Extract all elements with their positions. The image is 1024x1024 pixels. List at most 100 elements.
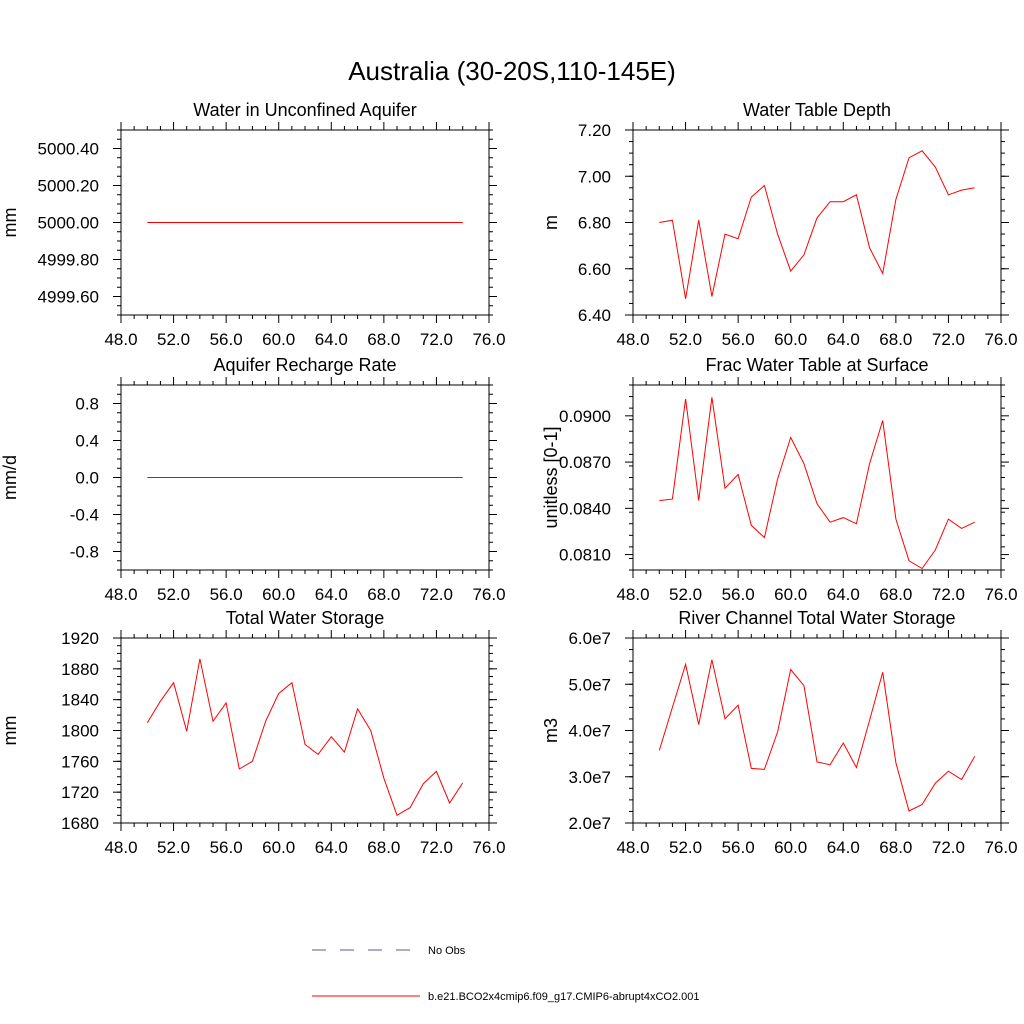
chart-panel-3: Aquifer Recharge Rate 48.0 52.0 56.0 60.0 64.… bbox=[0, 355, 506, 604]
y-axis-label: m bbox=[541, 215, 561, 230]
x-tick-label: 48.0 bbox=[616, 838, 649, 857]
series-line bbox=[146, 658, 464, 817]
x-tick-label: 48.0 bbox=[104, 330, 137, 349]
y-tick-label: -0.8 bbox=[70, 543, 99, 562]
y-tick-label: 0.4 bbox=[75, 432, 99, 451]
x-tick-label: 76.0 bbox=[472, 585, 505, 604]
y-tick-label: 7.00 bbox=[578, 167, 611, 186]
y-axis-label: mm bbox=[0, 716, 20, 746]
x-tick-label: 52.0 bbox=[157, 838, 190, 857]
plot-frame bbox=[632, 384, 1002, 571]
x-tick-label: 68.0 bbox=[879, 330, 912, 349]
y-tick-label: 4999.80 bbox=[38, 251, 99, 270]
legend-label-model-run: b.e21.BCO2x4cmip6.f09_g17.CMIP6-abrupt4x… bbox=[428, 991, 700, 1003]
y-tick-label: 1920 bbox=[61, 629, 99, 648]
x-tick-label: 64.0 bbox=[827, 838, 860, 857]
y-tick-label: 6.80 bbox=[578, 214, 611, 233]
y-tick-label: 4.0e7 bbox=[568, 722, 611, 741]
y-tick-label: 0.0840 bbox=[559, 499, 611, 518]
y-tick-label: 5000.20 bbox=[38, 177, 99, 196]
x-tick-label: 52.0 bbox=[669, 585, 702, 604]
y-tick-label: 0.0870 bbox=[559, 453, 611, 472]
y-tick-label: 6.40 bbox=[578, 306, 611, 325]
x-tick-label: 72.0 bbox=[420, 330, 453, 349]
legend: No Obs b.e21.BCO2x4cmip6.f09_g17.CMIP6-a… bbox=[312, 945, 700, 1003]
x-tick-label: 60.0 bbox=[262, 585, 295, 604]
x-tick-label: 48.0 bbox=[104, 838, 137, 857]
legend-label-no-obs: No Obs bbox=[428, 945, 466, 957]
x-tick-label: 56.0 bbox=[210, 838, 243, 857]
y-tick-label: 1840 bbox=[61, 691, 99, 710]
chart-title: Total Water Storage bbox=[226, 608, 384, 628]
chart-panel-2: Water Table Depth 48.0 52.0 56.0 60.0 64.0 68.… bbox=[541, 100, 1018, 349]
x-tick-label: 60.0 bbox=[774, 585, 807, 604]
plot-frame bbox=[632, 637, 1002, 824]
y-tick-label: 0.0 bbox=[75, 469, 99, 488]
x-tick-label: 60.0 bbox=[262, 330, 295, 349]
x-tick-label: 72.0 bbox=[932, 585, 965, 604]
y-tick-label: -0.4 bbox=[70, 506, 99, 525]
x-tick-label: 72.0 bbox=[932, 330, 965, 349]
y-axis-label: mm bbox=[0, 208, 20, 238]
plot-frame bbox=[632, 129, 1002, 316]
x-tick-label: 68.0 bbox=[367, 585, 400, 604]
x-tick-label: 76.0 bbox=[472, 330, 505, 349]
y-axis-label: m3 bbox=[541, 718, 561, 743]
x-tick-label: 56.0 bbox=[722, 838, 755, 857]
y-tick-label: 6.0e7 bbox=[568, 629, 611, 648]
x-tick-label: 72.0 bbox=[932, 838, 965, 857]
chart-title: Frac Water Table at Surface bbox=[705, 355, 928, 375]
chart-title: Water Table Depth bbox=[743, 100, 891, 120]
chart-panel-1: Water in Unconfined Aquifer 48.0 52.0 56.0 6… bbox=[0, 100, 506, 349]
y-tick-label: 3.0e7 bbox=[568, 768, 611, 787]
series-line bbox=[659, 397, 975, 570]
y-axis-label: unitless [0-1] bbox=[541, 426, 561, 528]
y-tick-label: 5000.40 bbox=[38, 140, 99, 159]
y-tick-label: 5000.00 bbox=[38, 214, 99, 233]
x-tick-label: 48.0 bbox=[616, 585, 649, 604]
x-tick-label: 48.0 bbox=[104, 585, 137, 604]
x-tick-label: 76.0 bbox=[984, 330, 1017, 349]
y-tick-label: 7.20 bbox=[578, 121, 611, 140]
x-tick-label: 52.0 bbox=[669, 330, 702, 349]
x-tick-label: 76.0 bbox=[984, 838, 1017, 857]
y-tick-label: 6.60 bbox=[578, 260, 611, 279]
x-tick-label: 56.0 bbox=[210, 330, 243, 349]
y-tick-label: 1800 bbox=[61, 722, 99, 741]
y-axis-label: mm/d bbox=[0, 455, 20, 500]
y-tick-label: 0.8 bbox=[75, 395, 99, 414]
series-line bbox=[659, 150, 975, 299]
x-tick-label: 72.0 bbox=[420, 838, 453, 857]
x-tick-label: 60.0 bbox=[774, 838, 807, 857]
x-tick-label: 76.0 bbox=[472, 838, 505, 857]
chart-panel-6: River Channel Total Water Storage 48.0 52.… bbox=[541, 608, 1018, 857]
x-tick-label: 64.0 bbox=[315, 330, 348, 349]
y-tick-label: 4999.60 bbox=[38, 288, 99, 307]
y-tick-label: 1880 bbox=[61, 660, 99, 679]
x-tick-label: 68.0 bbox=[367, 838, 400, 857]
figure-title: Australia (30-20S,110-145E) bbox=[348, 56, 676, 86]
x-tick-label: 52.0 bbox=[669, 838, 702, 857]
x-tick-label: 56.0 bbox=[722, 330, 755, 349]
y-tick-label: 1720 bbox=[61, 783, 99, 802]
x-tick-label: 68.0 bbox=[879, 585, 912, 604]
series-line bbox=[658, 659, 976, 812]
x-tick-label: 56.0 bbox=[722, 585, 755, 604]
panel-grid: Water in Unconfined Aquifer 48.0 52.0 56.0 6… bbox=[0, 100, 1018, 857]
x-tick-label: 64.0 bbox=[827, 330, 860, 349]
chart-panel-5: Total Water Storage 48.0 52.0 56.0 60.0 64.0 6… bbox=[0, 608, 506, 857]
x-tick-label: 56.0 bbox=[210, 585, 243, 604]
x-tick-label: 52.0 bbox=[157, 330, 190, 349]
chart-panel-4: Frac Water Table at Surface 48.0 52.0 56.0 6… bbox=[541, 355, 1018, 604]
plot-frame bbox=[120, 637, 490, 824]
x-tick-label: 64.0 bbox=[315, 585, 348, 604]
x-tick-label: 48.0 bbox=[616, 330, 649, 349]
x-tick-label: 72.0 bbox=[420, 585, 453, 604]
x-tick-label: 60.0 bbox=[774, 330, 807, 349]
y-tick-label: 5.0e7 bbox=[568, 675, 611, 694]
x-tick-label: 52.0 bbox=[157, 585, 190, 604]
y-tick-label: 2.0e7 bbox=[568, 814, 611, 833]
x-tick-label: 68.0 bbox=[879, 838, 912, 857]
y-tick-label: 0.0810 bbox=[559, 546, 611, 565]
